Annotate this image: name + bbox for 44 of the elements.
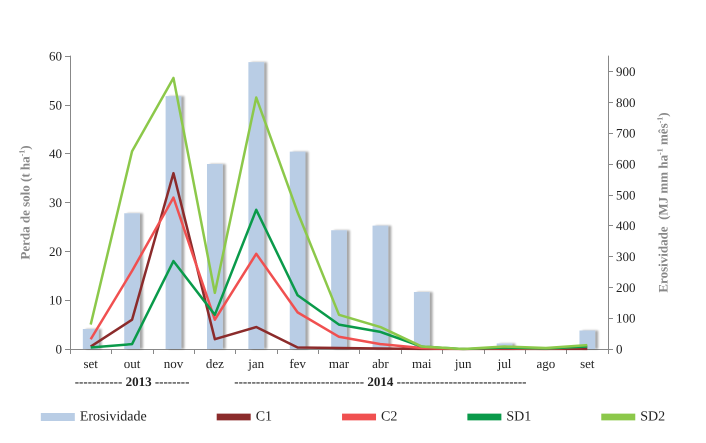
y2-tick-label: 200: [616, 280, 636, 295]
legend-label: SD2: [640, 410, 666, 424]
bar: [166, 96, 182, 349]
legend-label: Erosividade: [80, 410, 147, 424]
y2-tick-label: 700: [616, 126, 636, 141]
y-axis-title: Perda de solo (t ha-1): [18, 145, 32, 260]
y2-tick-label: 100: [616, 310, 636, 326]
y2-tick-label: 0: [616, 342, 622, 356]
bar: [248, 62, 264, 349]
y2-tick-label: 900: [616, 64, 636, 79]
y2-axis-title: Erosividade (MJ mm ha-1 mês-1): [656, 112, 670, 293]
y2-tick-label: 800: [616, 94, 636, 110]
x-tick-label: abr: [372, 356, 390, 371]
x-tick-label: fev: [289, 356, 306, 371]
text: ------------------------------ 2014 ------------------------------: [234, 374, 527, 389]
y-tick-label: 10: [49, 292, 62, 308]
y2-tick-label: 300: [616, 248, 636, 264]
x-tick-label: jul: [496, 356, 512, 371]
y-tick-label: 30: [49, 195, 62, 210]
x-tick-label: jun: [454, 356, 472, 371]
bar: [372, 226, 388, 349]
y-tick-label: 40: [49, 146, 62, 162]
line-series: [89, 76, 589, 350]
x-tick-label: mar: [328, 356, 350, 371]
x-tick-label: mai: [412, 356, 432, 371]
y-tick-label: 50: [49, 97, 62, 112]
legend-label: SD1: [506, 410, 532, 424]
x-tick-label: dez: [206, 356, 224, 371]
x-tick-label: set: [83, 356, 98, 371]
y-tick-label: 0: [56, 342, 62, 356]
x-tick-label: jan: [247, 356, 265, 371]
bar: [290, 152, 306, 349]
text: ----------- 2013 --------: [74, 374, 190, 389]
legend-label: C2: [381, 410, 398, 424]
y2-tick-label: 500: [616, 187, 636, 202]
y2-tick-label: 400: [616, 218, 636, 234]
y-tick-label: 60: [49, 48, 62, 64]
x-tick-label: set: [580, 356, 595, 371]
legend-label: C1: [256, 410, 272, 424]
x-tick-label: nov: [164, 356, 184, 371]
y2-tick-label: 600: [616, 156, 636, 172]
x-tick-label: out: [124, 356, 141, 371]
y-tick-label: 20: [49, 244, 62, 259]
x-tick-label: ago: [536, 356, 556, 371]
